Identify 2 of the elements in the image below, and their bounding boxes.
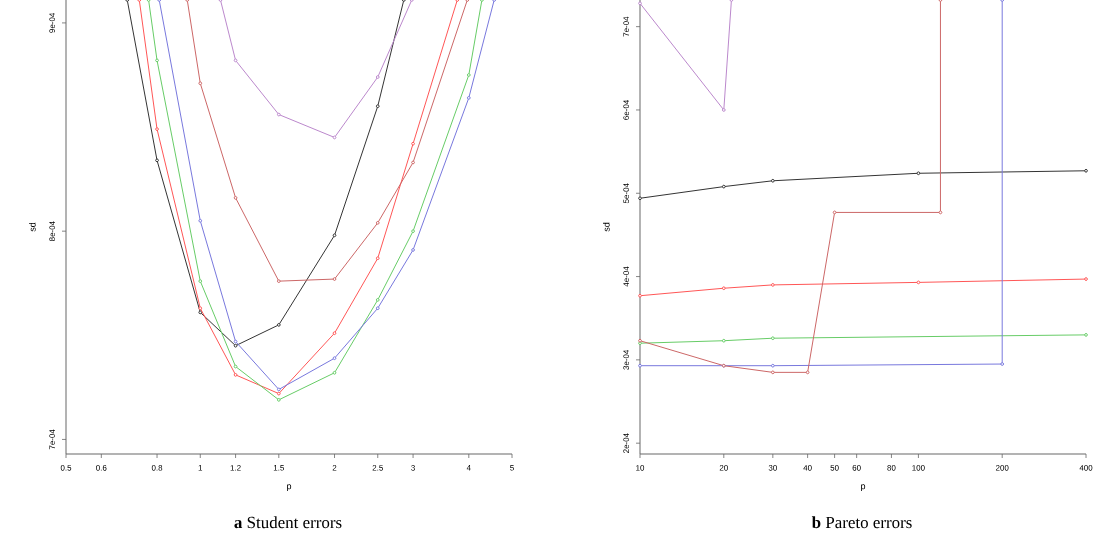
text: b Pareto errors [811,516,912,529]
text: a Student errors [234,516,342,529]
